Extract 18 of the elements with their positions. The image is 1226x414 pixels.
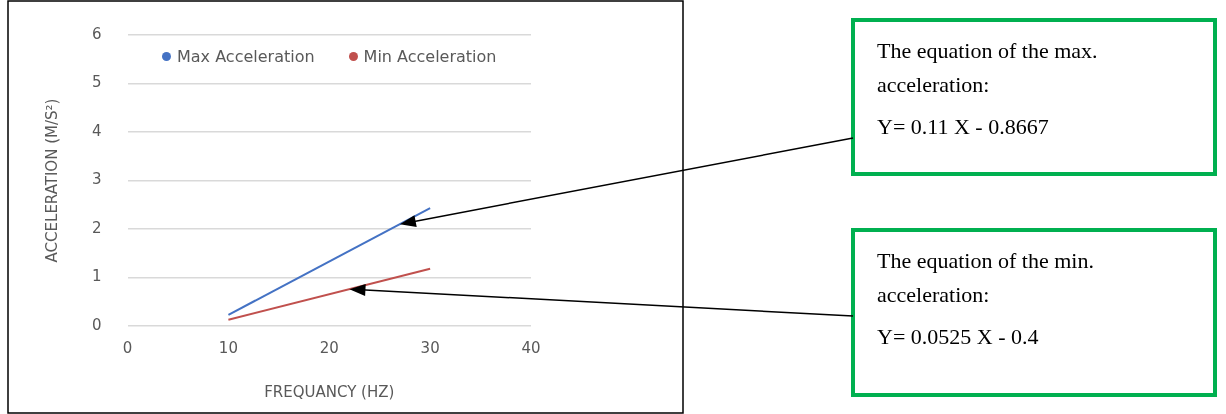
text: The equation of the max. acceleration: Y= 0.11 X - 0.8667 (877, 37, 1099, 141)
x-tick-label: 10 (218, 338, 238, 357)
y-tick-label: 1 (92, 267, 102, 286)
x-axis-title: FREQUANCY (HZ) (264, 382, 395, 401)
y-tick-label: 4 (92, 121, 102, 140)
x-tick-label: 0 (122, 338, 133, 357)
y-axis-title: ACCELERATION (M/S²) (42, 98, 61, 263)
x-tick-label: 30 (420, 338, 440, 357)
y-tick-label: 6 (92, 24, 102, 43)
y-tick-label: 0 (92, 315, 102, 334)
y-tick-label: 3 (92, 170, 102, 189)
x-tick-label: 20 (319, 338, 339, 357)
y-tick-label: 2 (92, 218, 102, 237)
legend-label: Max Acceleration (177, 47, 315, 66)
x-tick-label: 40 (521, 338, 541, 357)
y-tick-label: 5 (92, 73, 102, 92)
legend-label: Min Acceleration (363, 47, 497, 66)
text: The equation of the min. acceleration: Y= 0.0525 X - 0.4 (877, 247, 1095, 351)
